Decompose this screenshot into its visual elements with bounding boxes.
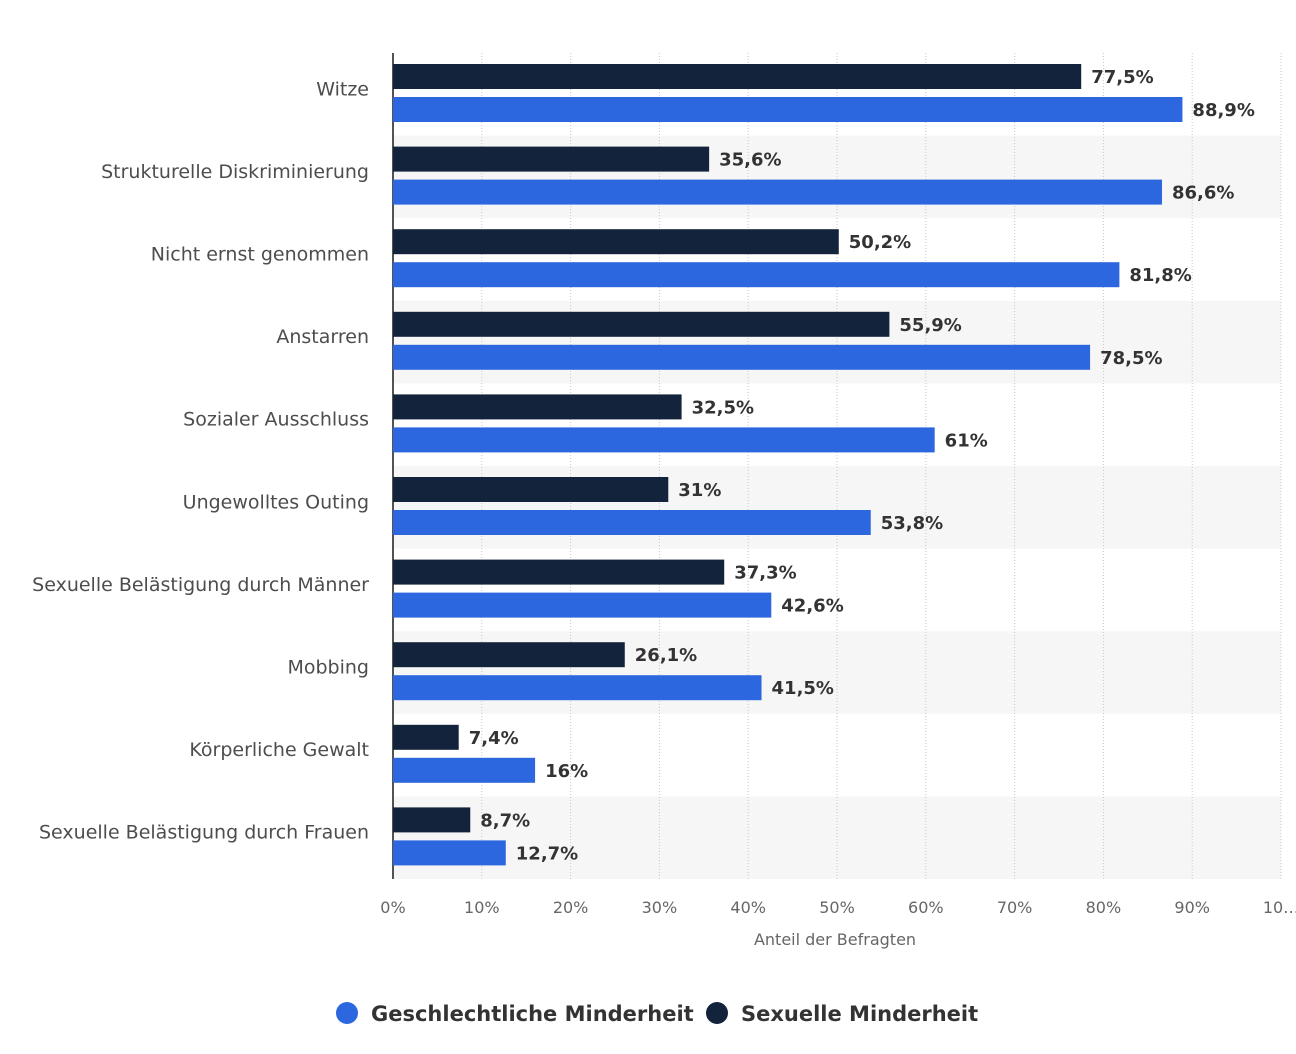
bar-sexuelle: [393, 311, 890, 337]
x-tick-label: 10…: [1263, 898, 1296, 917]
bar-sexuelle: [393, 724, 459, 750]
data-label: 12,7%: [516, 843, 578, 864]
bar-geschlechtliche: [393, 179, 1163, 205]
data-label: 88,9%: [1192, 100, 1254, 121]
data-label: 42,6%: [781, 596, 843, 617]
x-tick-label: 30%: [642, 898, 678, 917]
x-tick-label: 20%: [553, 898, 589, 917]
data-label: 35,6%: [719, 150, 781, 171]
bar-sexuelle: [393, 229, 839, 255]
x-tick-label: 80%: [1086, 898, 1122, 917]
category-label: Körperliche Gewalt: [189, 739, 369, 761]
data-label: 16%: [545, 761, 588, 782]
x-tick-label: 0%: [380, 898, 405, 917]
bar-sexuelle: [393, 559, 725, 585]
bar-sexuelle: [393, 146, 710, 172]
data-label: 77,5%: [1091, 67, 1153, 88]
category-label: Nicht ernst genommen: [151, 244, 369, 266]
bar-geschlechtliche: [393, 675, 762, 701]
bar-sexuelle: [393, 807, 471, 833]
bar-sexuelle: [393, 477, 669, 502]
data-label: 41,5%: [772, 678, 834, 699]
data-label: 86,6%: [1172, 183, 1234, 204]
data-label: 8,7%: [480, 810, 530, 831]
category-label: Witze: [316, 78, 369, 100]
legend-marker: [336, 1002, 358, 1024]
x-tick-label: 90%: [1174, 898, 1210, 917]
legend-label: Geschlechtliche Minderheit: [371, 1002, 694, 1026]
data-label: 55,9%: [899, 315, 961, 336]
x-tick-label: 40%: [730, 898, 766, 917]
data-label: 31%: [678, 480, 721, 501]
bar-geschlechtliche: [393, 510, 871, 535]
x-axis-title: Anteil der Befragten: [754, 930, 916, 949]
x-tick-label: 70%: [997, 898, 1033, 917]
data-label: 32,5%: [692, 397, 754, 418]
x-tick-label: 50%: [819, 898, 855, 917]
data-label: 37,3%: [734, 563, 796, 584]
row-band: [393, 796, 1281, 879]
category-label: Mobbing: [287, 657, 369, 679]
data-label: 7,4%: [469, 728, 519, 749]
bar-geschlechtliche: [393, 344, 1091, 370]
category-label: Sexuelle Belästigung durch Männer: [32, 574, 369, 596]
x-tick-label: 60%: [908, 898, 944, 917]
bar-sexuelle: [393, 64, 1082, 89]
category-label: Sexuelle Belästigung durch Frauen: [39, 822, 369, 844]
data-label: 61%: [945, 430, 988, 451]
data-label: 53,8%: [881, 513, 943, 534]
bar-geschlechtliche: [393, 592, 772, 618]
legend-label: Sexuelle Minderheit: [741, 1002, 978, 1026]
data-label: 26,1%: [635, 645, 697, 666]
data-label: 50,2%: [849, 232, 911, 253]
category-label: Strukturelle Diskriminierung: [101, 161, 369, 183]
category-label: Ungewolltes Outing: [183, 491, 369, 513]
bar-geschlechtliche: [393, 840, 506, 866]
data-label: 81,8%: [1129, 265, 1191, 286]
category-label: Sozialer Ausschluss: [183, 409, 369, 431]
legend-marker: [706, 1002, 728, 1024]
bar-geschlechtliche: [393, 97, 1183, 122]
bar-sexuelle: [393, 394, 682, 420]
x-tick-label: 10%: [464, 898, 500, 917]
bar-sexuelle: [393, 642, 625, 668]
bar-geschlechtliche: [393, 427, 935, 453]
bar-geschlechtliche: [393, 262, 1120, 288]
bar-geschlechtliche: [393, 757, 536, 783]
data-label: 78,5%: [1100, 348, 1162, 369]
category-label: Anstarren: [276, 326, 369, 348]
